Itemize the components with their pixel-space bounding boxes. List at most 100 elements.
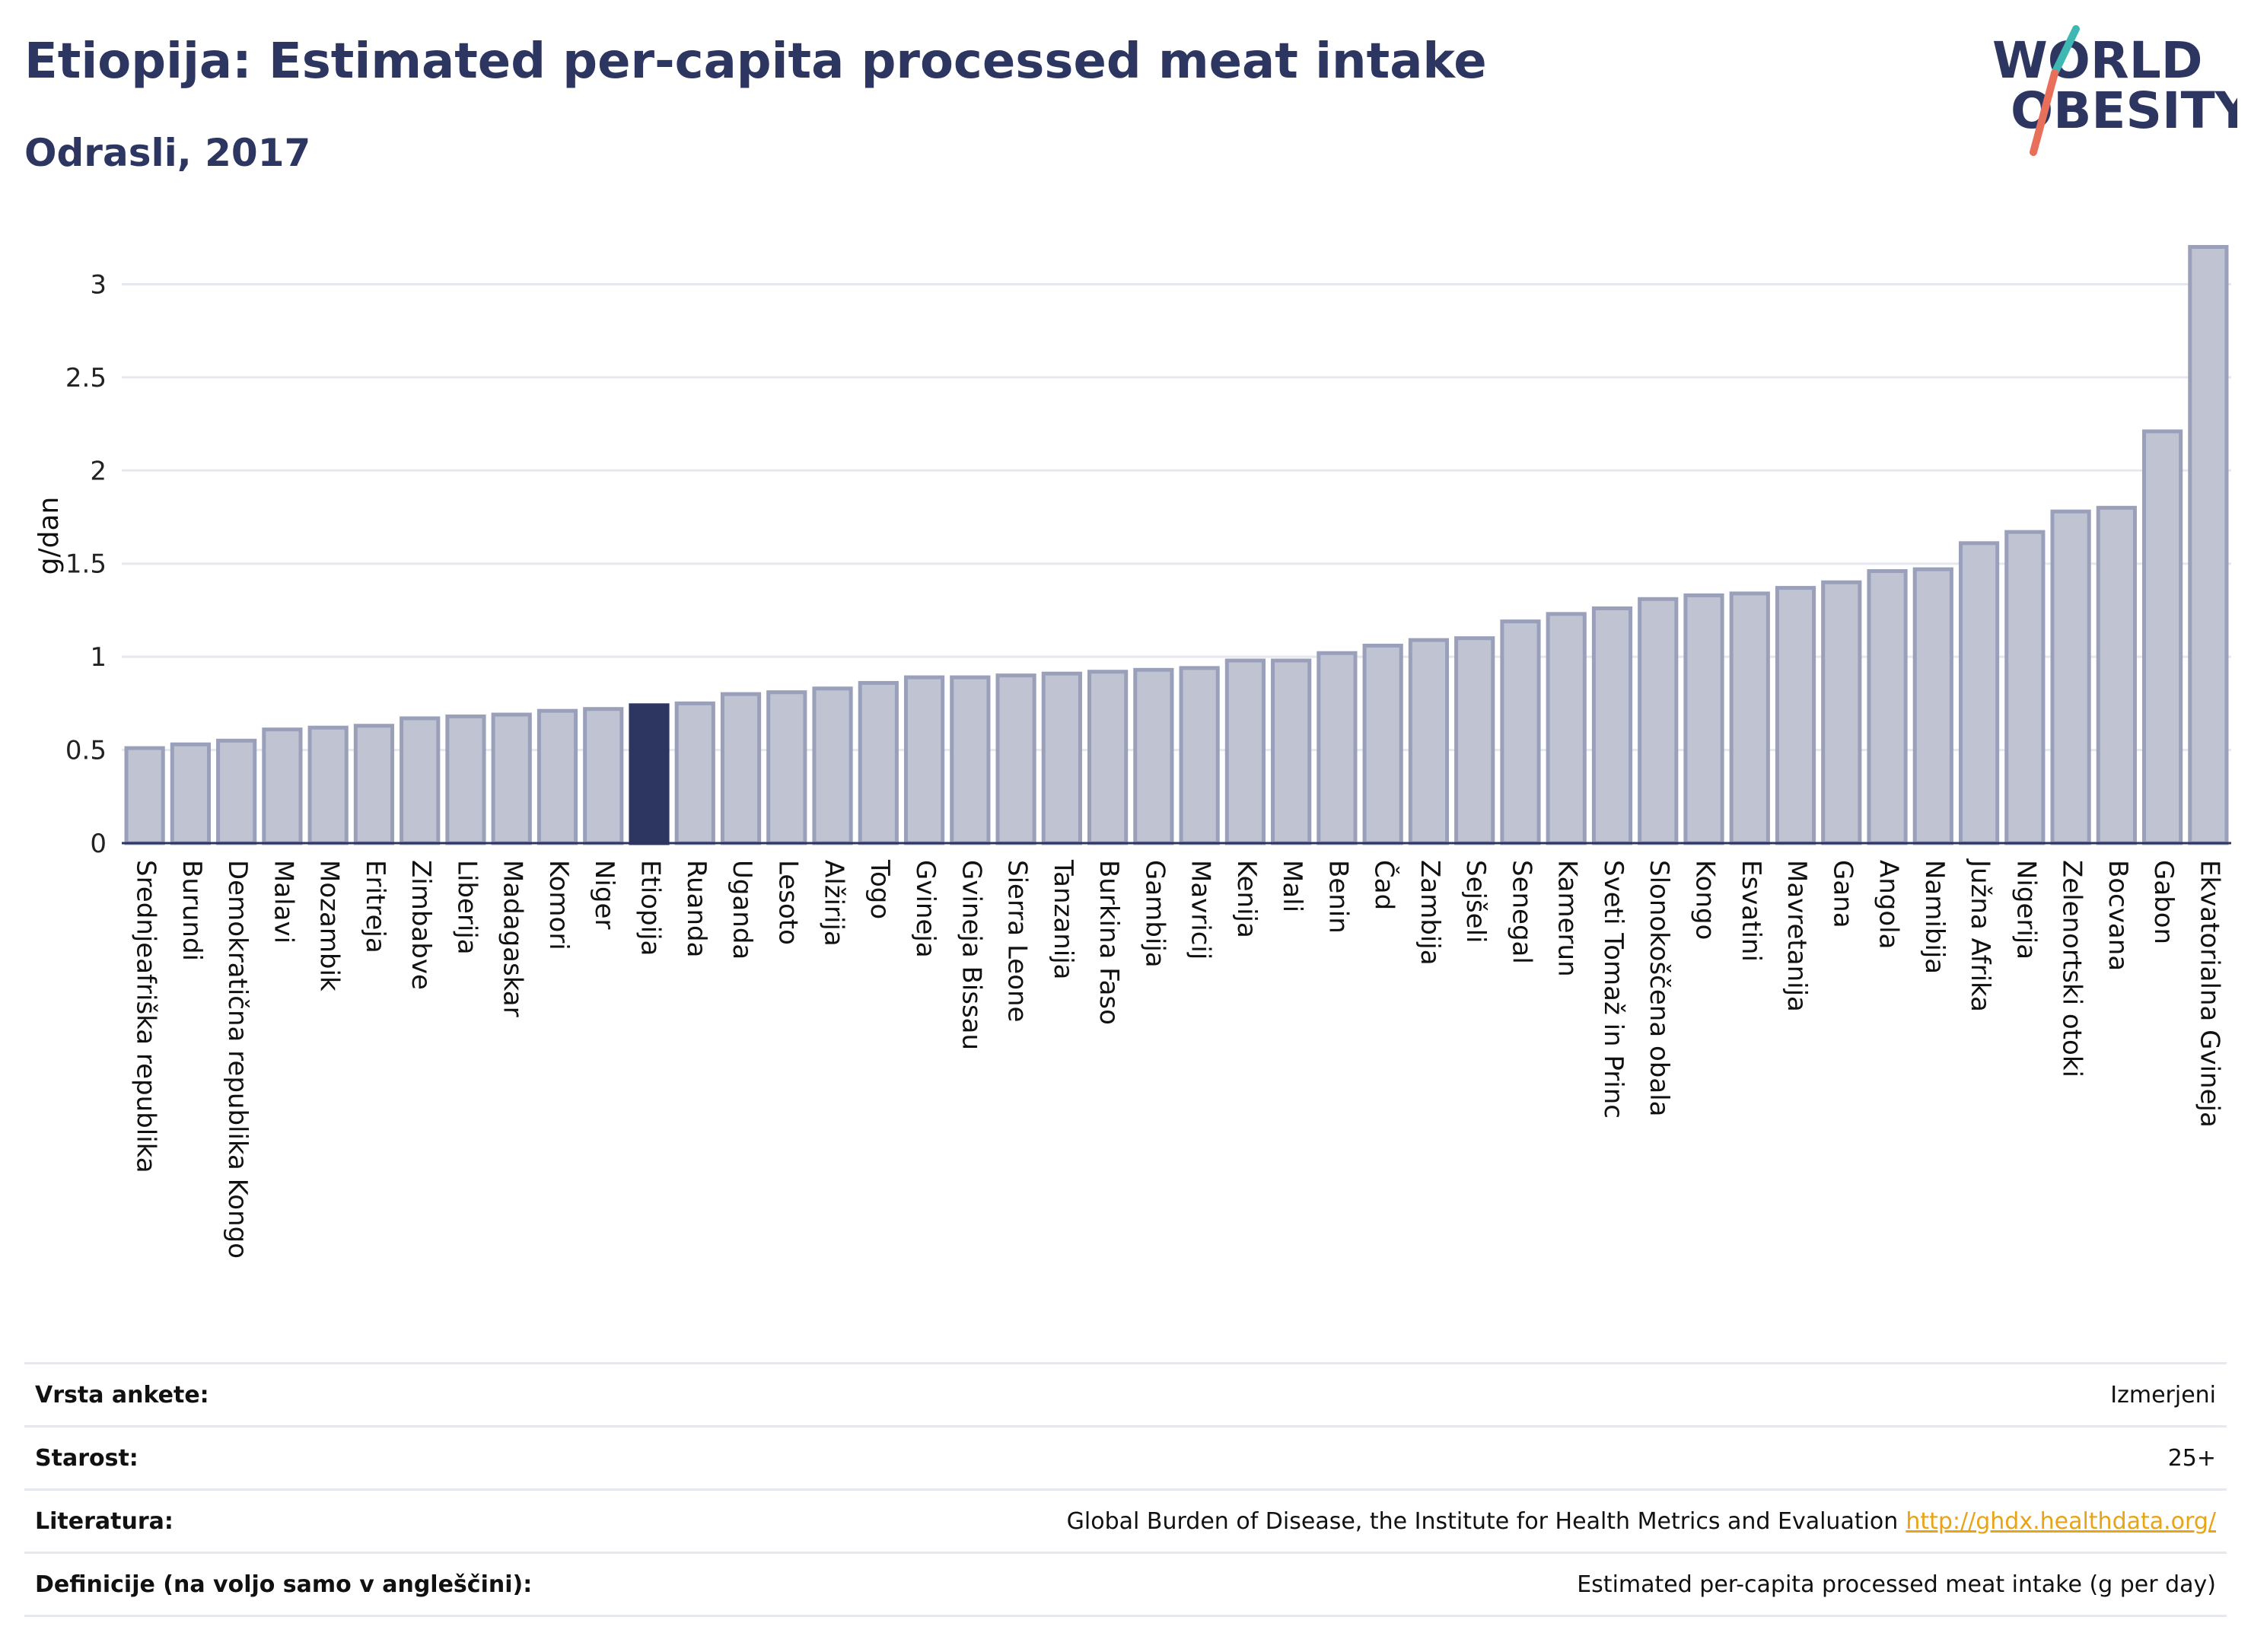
info-value: 25+ [2167,1444,2216,1472]
x-tick-label: Nigerija [2011,860,2041,960]
x-tick-label: Bocvana [2103,860,2133,971]
bar [1821,580,1862,845]
x-tick-label: Mavretanija [1781,860,1812,1012]
x-tick-label: Kamerun [1552,860,1583,977]
x-tick-label: Kenija [1231,860,1262,938]
y-tick-label: 0 [90,829,107,859]
bar [812,686,853,845]
x-tick-label: Gabon [2148,860,2179,944]
x-tick-label: Gvineja [910,860,941,958]
x-tick-label: Zimbabve [406,860,436,990]
x-tick-label: Ruanda [681,860,712,957]
info-row-survey-type: Vrsta ankete: Izmerjeni [24,1364,2227,1428]
literature-link[interactable]: http://ghdx.healthdata.org/ [1906,1507,2216,1535]
bar [536,708,578,845]
bar [2142,429,2183,845]
bar [353,724,395,845]
bar [766,690,807,845]
bar [1958,541,2000,845]
bar [1500,619,1541,845]
bar [2004,530,2046,845]
x-tick-label: Togo [864,859,895,919]
y-tick-label: 2 [90,456,107,486]
chart-subtitle: Odrasli, 2017 [24,131,311,175]
bar [124,746,165,845]
bar [1867,569,1908,845]
bar [1087,670,1129,845]
bar [858,680,899,845]
x-tick-label: Mavricij [1186,860,1216,960]
info-value: Global Burden of Disease, the Institute … [1067,1508,2227,1535]
x-tick-label: Ekvatorialna Gvineja [2194,860,2224,1128]
bar [1912,567,1953,845]
bar [1224,658,1266,845]
x-tick-label: Zambija [1415,860,1445,966]
bar [1133,667,1174,845]
bar [445,715,486,845]
bar [1546,612,1587,845]
x-tick-label: Senegal [1506,860,1536,964]
bar [1041,671,1082,845]
x-tick-label: Čad [1369,860,1400,910]
x-tick-label: Gvineja Bissau [956,860,986,1050]
x-tick-label: Liberija [451,860,482,955]
bar [2096,505,2137,845]
bar [1683,593,1724,845]
bar [1362,643,1403,845]
bar [1591,606,1633,845]
bar [491,712,532,845]
bar [1638,597,1679,845]
x-tick-label: Gambija [1139,860,1170,968]
x-tick-label: Sveti Tomaž in Princ [1598,860,1629,1119]
x-tick-label: Tanzanija [1048,859,1078,979]
x-tick-label: Etiopija [635,860,666,956]
info-label: Definicije (na voljo samo v angleščini): [35,1571,533,1598]
x-tick-label: Angola [1874,860,1904,949]
bar [720,692,762,845]
y-axis-title: g/dan [33,497,65,575]
bar [1317,651,1358,845]
x-tick-label: Mali [1277,860,1307,912]
x-tick-label: Gana [1827,860,1858,928]
x-tick-label: Lesoto [772,860,803,945]
y-tick-label: 1.5 [65,549,107,580]
bar [2188,244,2229,845]
bar [1729,591,1770,845]
bar [1775,586,1816,845]
info-value: Estimated per-capita processed meat inta… [1577,1571,2216,1598]
y-tick-label: 2.5 [65,363,107,393]
chart-title: Etiopija: Estimated per-capita processed… [24,33,1487,90]
logo-slash-coral [2030,69,2058,156]
bar [674,701,715,845]
x-tick-label: Namibija [1919,860,1950,974]
bar [170,742,211,845]
bar [903,675,945,845]
x-tick-label: Uganda [727,860,757,960]
info-row-literature: Literatura: Global Burden of Disease, th… [24,1491,2227,1554]
bar [1179,666,1220,845]
x-tick-label: Esvatini [1736,860,1766,962]
info-label: Starost: [35,1444,138,1472]
bar [307,725,349,845]
x-tick-label: Mozambik [314,860,345,992]
world-obesity-logo[interactable]: WORLD OBESITY [1979,23,2237,160]
x-tick-label: Demokratična republika Kongo [222,860,253,1259]
x-tick-label: Malavi [268,860,298,944]
y-tick-label: 1 [90,642,107,673]
x-tick-label: Eritreja [360,860,390,953]
x-tick-label: Burundi [177,860,207,961]
x-tick-label: Komori [543,860,574,950]
x-tick-label: Benin [1323,860,1353,934]
logo-word-world: WORLD [1992,31,2203,90]
bar [2050,509,2091,845]
info-label: Vrsta ankete: [35,1381,209,1408]
bar [995,673,1036,845]
x-tick-label: Srednjeafriška republika [131,860,161,1173]
x-tick-label: Sierra Leone [1002,860,1033,1022]
x-tick-label: Južna Afrika [1965,858,1995,1012]
bar [216,738,257,845]
literature-source: Global Burden of Disease, the Institute … [1066,1507,1899,1535]
x-tick-label: Kongo [1690,860,1721,940]
bar [950,675,991,845]
x-tick-label: Niger [589,860,619,929]
